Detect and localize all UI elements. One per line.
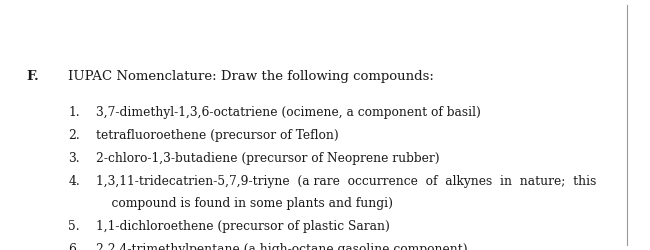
Text: compound is found in some plants and fungi): compound is found in some plants and fun… xyxy=(96,197,393,210)
Text: 2.: 2. xyxy=(68,129,80,142)
Text: 2-chloro-1,3-butadiene (precursor of Neoprene rubber): 2-chloro-1,3-butadiene (precursor of Neo… xyxy=(96,152,440,165)
Text: 5.: 5. xyxy=(68,220,80,233)
Text: 4.: 4. xyxy=(68,175,80,188)
Text: 3.: 3. xyxy=(68,152,80,165)
Text: 2,2,4-trimethylpentane (a high-octane gasoline component): 2,2,4-trimethylpentane (a high-octane ga… xyxy=(96,243,468,250)
Text: tetrafluoroethene (precursor of Teflon): tetrafluoroethene (precursor of Teflon) xyxy=(96,129,339,142)
Text: 1,3,11-tridecatrien-5,7,9-triyne  (a rare  occurrence  of  alkynes  in  nature; : 1,3,11-tridecatrien-5,7,9-triyne (a rare… xyxy=(96,175,597,188)
Text: F.: F. xyxy=(26,70,39,83)
Text: 1.: 1. xyxy=(68,106,80,119)
Text: 1,1-dichloroethene (precursor of plastic Saran): 1,1-dichloroethene (precursor of plastic… xyxy=(96,220,390,233)
Text: IUPAC Nomenclature: Draw the following compounds:: IUPAC Nomenclature: Draw the following c… xyxy=(68,70,434,83)
Text: 3,7-dimethyl-1,3,6-octatriene (ocimene, a component of basil): 3,7-dimethyl-1,3,6-octatriene (ocimene, … xyxy=(96,106,481,119)
Text: 6.: 6. xyxy=(68,243,80,250)
